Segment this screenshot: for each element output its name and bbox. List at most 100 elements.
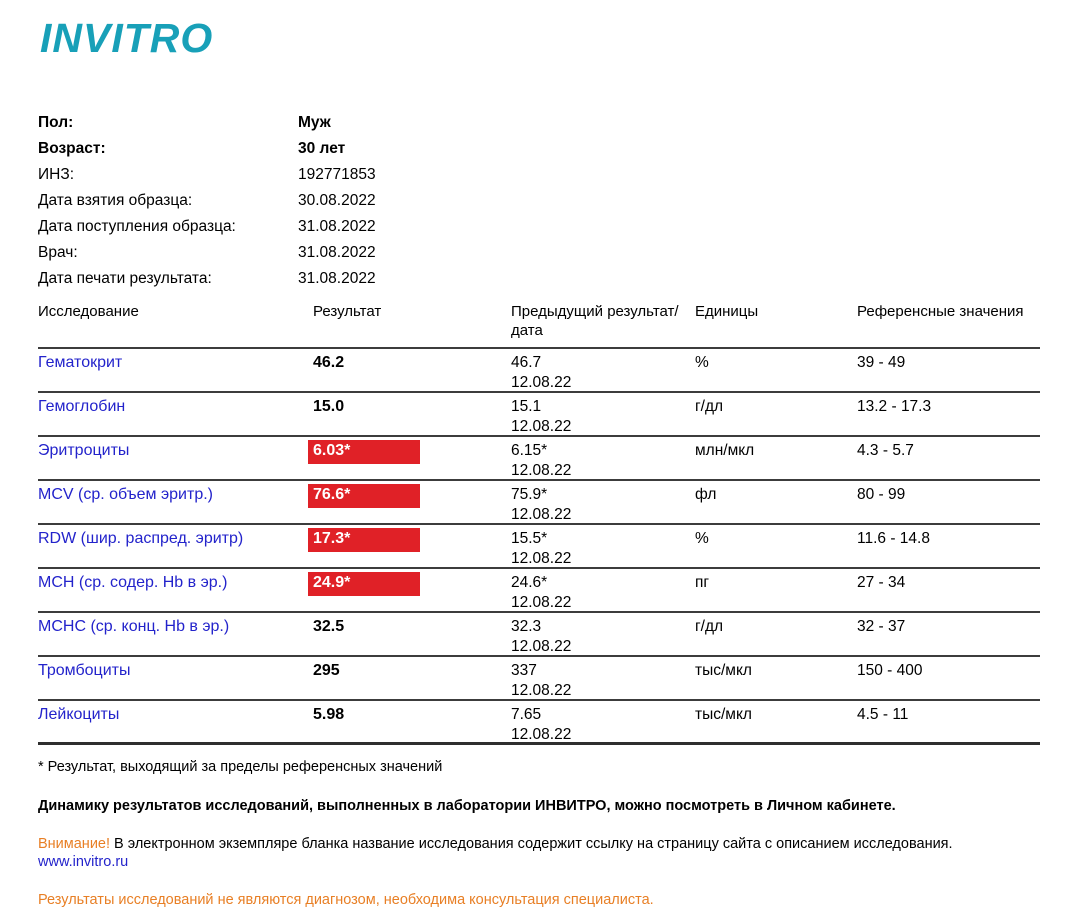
units-value: млн/мкл [695,442,755,459]
previous-result-date: 12.08.22 [511,461,572,479]
previous-result-date: 12.08.22 [511,681,572,699]
previous-result-value: 15.1 [511,398,542,415]
test-name-link[interactable]: MCH (ср. содер. Hb в эр.) [38,574,228,591]
previous-result-value: 7.65 [511,706,542,723]
test-name-link[interactable]: MCHC (ср. конц. Hb в эр.) [38,618,230,635]
col-header-test: Исследование [38,303,139,320]
results-table-body: Гематокрит 46.2 46.7 12.08.22 % 39 - 49 … [38,349,1040,745]
units-value: тыс/мкл [695,706,752,723]
table-row: MCH (ср. содер. Hb в эр.) 24.9* 24.6* 12… [38,569,1040,613]
test-name-link[interactable]: Тромбоциты [38,662,131,679]
reference-range-value: 11.6 - 14.8 [857,530,930,547]
reference-range-value: 150 - 400 [857,662,923,679]
previous-result-cell: 75.9* 12.08.22 [511,485,695,524]
patient-info-value: 31.08.2022 [298,218,376,235]
reference-range-value: 27 - 34 [857,574,906,591]
units-value: фл [695,486,717,503]
patient-info-label: Дата печати результата: [38,270,212,287]
previous-result-value: 75.9* [511,486,548,503]
reference-range-value: 4.3 - 5.7 [857,442,914,459]
result-value: 76.6* [308,484,420,508]
patient-info-label: Врач: [38,244,78,261]
test-name-link[interactable]: Гемоглобин [38,398,126,415]
previous-result-cell: 24.6* 12.08.22 [511,573,695,612]
result-value: 24.9* [308,572,420,596]
patient-info-row: Пол: Муж [38,110,1040,136]
previous-result-value: 337 [511,662,537,679]
previous-result-cell: 7.65 12.08.22 [511,705,695,744]
reference-range-value: 39 - 49 [857,354,906,371]
col-header-units: Единицы [695,303,759,320]
patient-info-value: 30 лет [298,140,346,157]
units-value: % [695,530,709,547]
dynamics-note: Динамику результатов исследований, выпол… [38,798,896,814]
invitro-site-link[interactable]: www.invitro.ru [38,854,129,870]
result-value: 5.98 [313,706,345,723]
reference-range-value: 4.5 - 11 [857,706,909,723]
previous-result-value: 46.7 [511,354,542,371]
units-value: % [695,354,709,371]
col-header-reference: Референсные значения [857,303,1024,320]
result-value: 15.0 [313,398,345,415]
patient-info-row: ИНЗ: 192771853 [38,162,1040,188]
results-table: Исследование Результат Предыдущий резуль… [38,302,1040,745]
previous-result-cell: 6.15* 12.08.22 [511,441,695,480]
table-row: RDW (шир. распред. эритр) 17.3* 15.5* 12… [38,525,1040,569]
test-name-link[interactable]: Эритроциты [38,442,130,459]
reference-range-value: 80 - 99 [857,486,906,503]
disclaimer-note: Результаты исследований не являются диаг… [38,892,654,908]
patient-info-value: 31.08.2022 [298,244,376,261]
previous-result-date: 12.08.22 [511,549,572,567]
patient-info-row: Врач: 31.08.2022 [38,240,1040,266]
previous-result-date: 12.08.22 [511,373,572,391]
previous-result-date: 12.08.22 [511,637,572,655]
previous-result-cell: 15.5* 12.08.22 [511,529,695,568]
units-value: тыс/мкл [695,662,752,679]
result-value: 32.5 [313,618,345,635]
patient-info-label: Возраст: [38,140,106,157]
result-value: 46.2 [313,354,345,371]
patient-info-value: Муж [298,114,331,131]
patient-info-row: Дата поступления образца: 31.08.2022 [38,214,1040,240]
test-name-link[interactable]: Лейкоциты [38,706,120,723]
table-row: Гемоглобин 15.0 15.1 12.08.22 г/дл 13.2 … [38,393,1040,437]
asterisk-note: * Результат, выходящий за пределы рефере… [38,759,443,775]
test-name-link[interactable]: MCV (ср. объем эритр.) [38,486,213,503]
col-header-result: Результат [313,303,382,320]
attention-text: В электронном экземпляре бланка название… [110,836,953,852]
units-value: пг [695,574,710,591]
patient-info-label: Дата поступления образца: [38,218,236,235]
patient-info-label: Дата взятия образца: [38,192,193,209]
col-header-previous: Предыдущий результат/дата [511,303,679,339]
footnotes: * Результат, выходящий за пределы рефере… [38,758,1040,909]
previous-result-date: 12.08.22 [511,417,572,435]
patient-info-label: ИНЗ: [38,166,75,183]
previous-result-date: 12.08.22 [511,505,572,523]
previous-result-value: 6.15* [511,442,548,459]
previous-result-cell: 15.1 12.08.22 [511,397,695,436]
table-row: Тромбоциты 295 337 12.08.22 тыс/мкл 150 … [38,657,1040,701]
patient-info-value: 31.08.2022 [298,270,376,287]
results-table-header: Исследование Результат Предыдущий резуль… [38,302,1040,349]
test-name-link[interactable]: RDW (шир. распред. эритр) [38,530,244,547]
previous-result-cell: 32.3 12.08.22 [511,617,695,656]
patient-info-value: 192771853 [298,166,376,183]
previous-result-cell: 46.7 12.08.22 [511,353,695,392]
invitro-logo: INVITRO [40,15,214,61]
result-value: 6.03* [308,440,420,464]
table-row: MCV (ср. объем эритр.) 76.6* 75.9* 12.08… [38,481,1040,525]
previous-result-date: 12.08.22 [511,725,572,743]
previous-result-date: 12.08.22 [511,593,572,611]
result-value: 17.3* [308,528,420,552]
table-row: Гематокрит 46.2 46.7 12.08.22 % 39 - 49 [38,349,1040,393]
patient-info-label: Пол: [38,114,74,131]
test-name-link[interactable]: Гематокрит [38,354,123,371]
table-row: MCHC (ср. конц. Hb в эр.) 32.5 32.3 12.0… [38,613,1040,657]
patient-info-block: Пол: Муж Возраст: 30 лет ИНЗ: 192771853 … [38,110,1040,292]
previous-result-value: 15.5* [511,530,548,547]
previous-result-cell: 337 12.08.22 [511,661,695,700]
patient-info-row: Возраст: 30 лет [38,136,1040,162]
units-value: г/дл [695,618,724,635]
table-row: Эритроциты 6.03* 6.15* 12.08.22 млн/мкл … [38,437,1040,481]
